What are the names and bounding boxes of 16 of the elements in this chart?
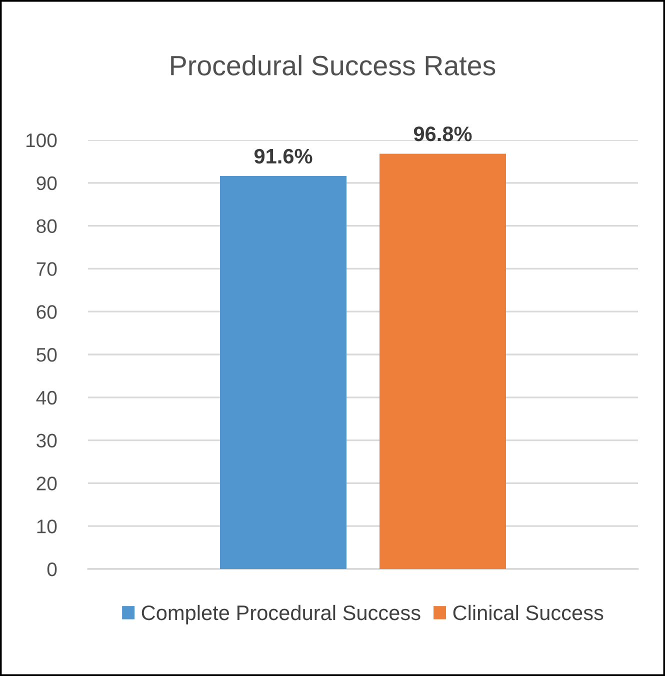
legend-label: Clinical Success: [453, 604, 604, 620]
y-tick-label: 70: [36, 262, 57, 276]
legend-label: Complete Procedural Success: [142, 604, 420, 624]
y-tick-label: 60: [36, 305, 57, 319]
y-tick-label: 0: [47, 562, 57, 576]
y-tick-label: 40: [36, 390, 57, 405]
data-label: 96.8%: [414, 126, 472, 142]
y-tick-label: 100: [26, 133, 57, 148]
y-tick-label: 90: [36, 176, 57, 190]
chart-title: Procedural Success Rates: [171, 55, 496, 76]
data-label: 91.6%: [254, 148, 312, 164]
y-tick-label: 30: [36, 434, 57, 448]
y-tick-label: 10: [37, 520, 57, 534]
y-tick-label: 50: [36, 348, 57, 362]
y-tick-label: 20: [36, 476, 57, 490]
y-tick-label: 80: [36, 219, 57, 234]
